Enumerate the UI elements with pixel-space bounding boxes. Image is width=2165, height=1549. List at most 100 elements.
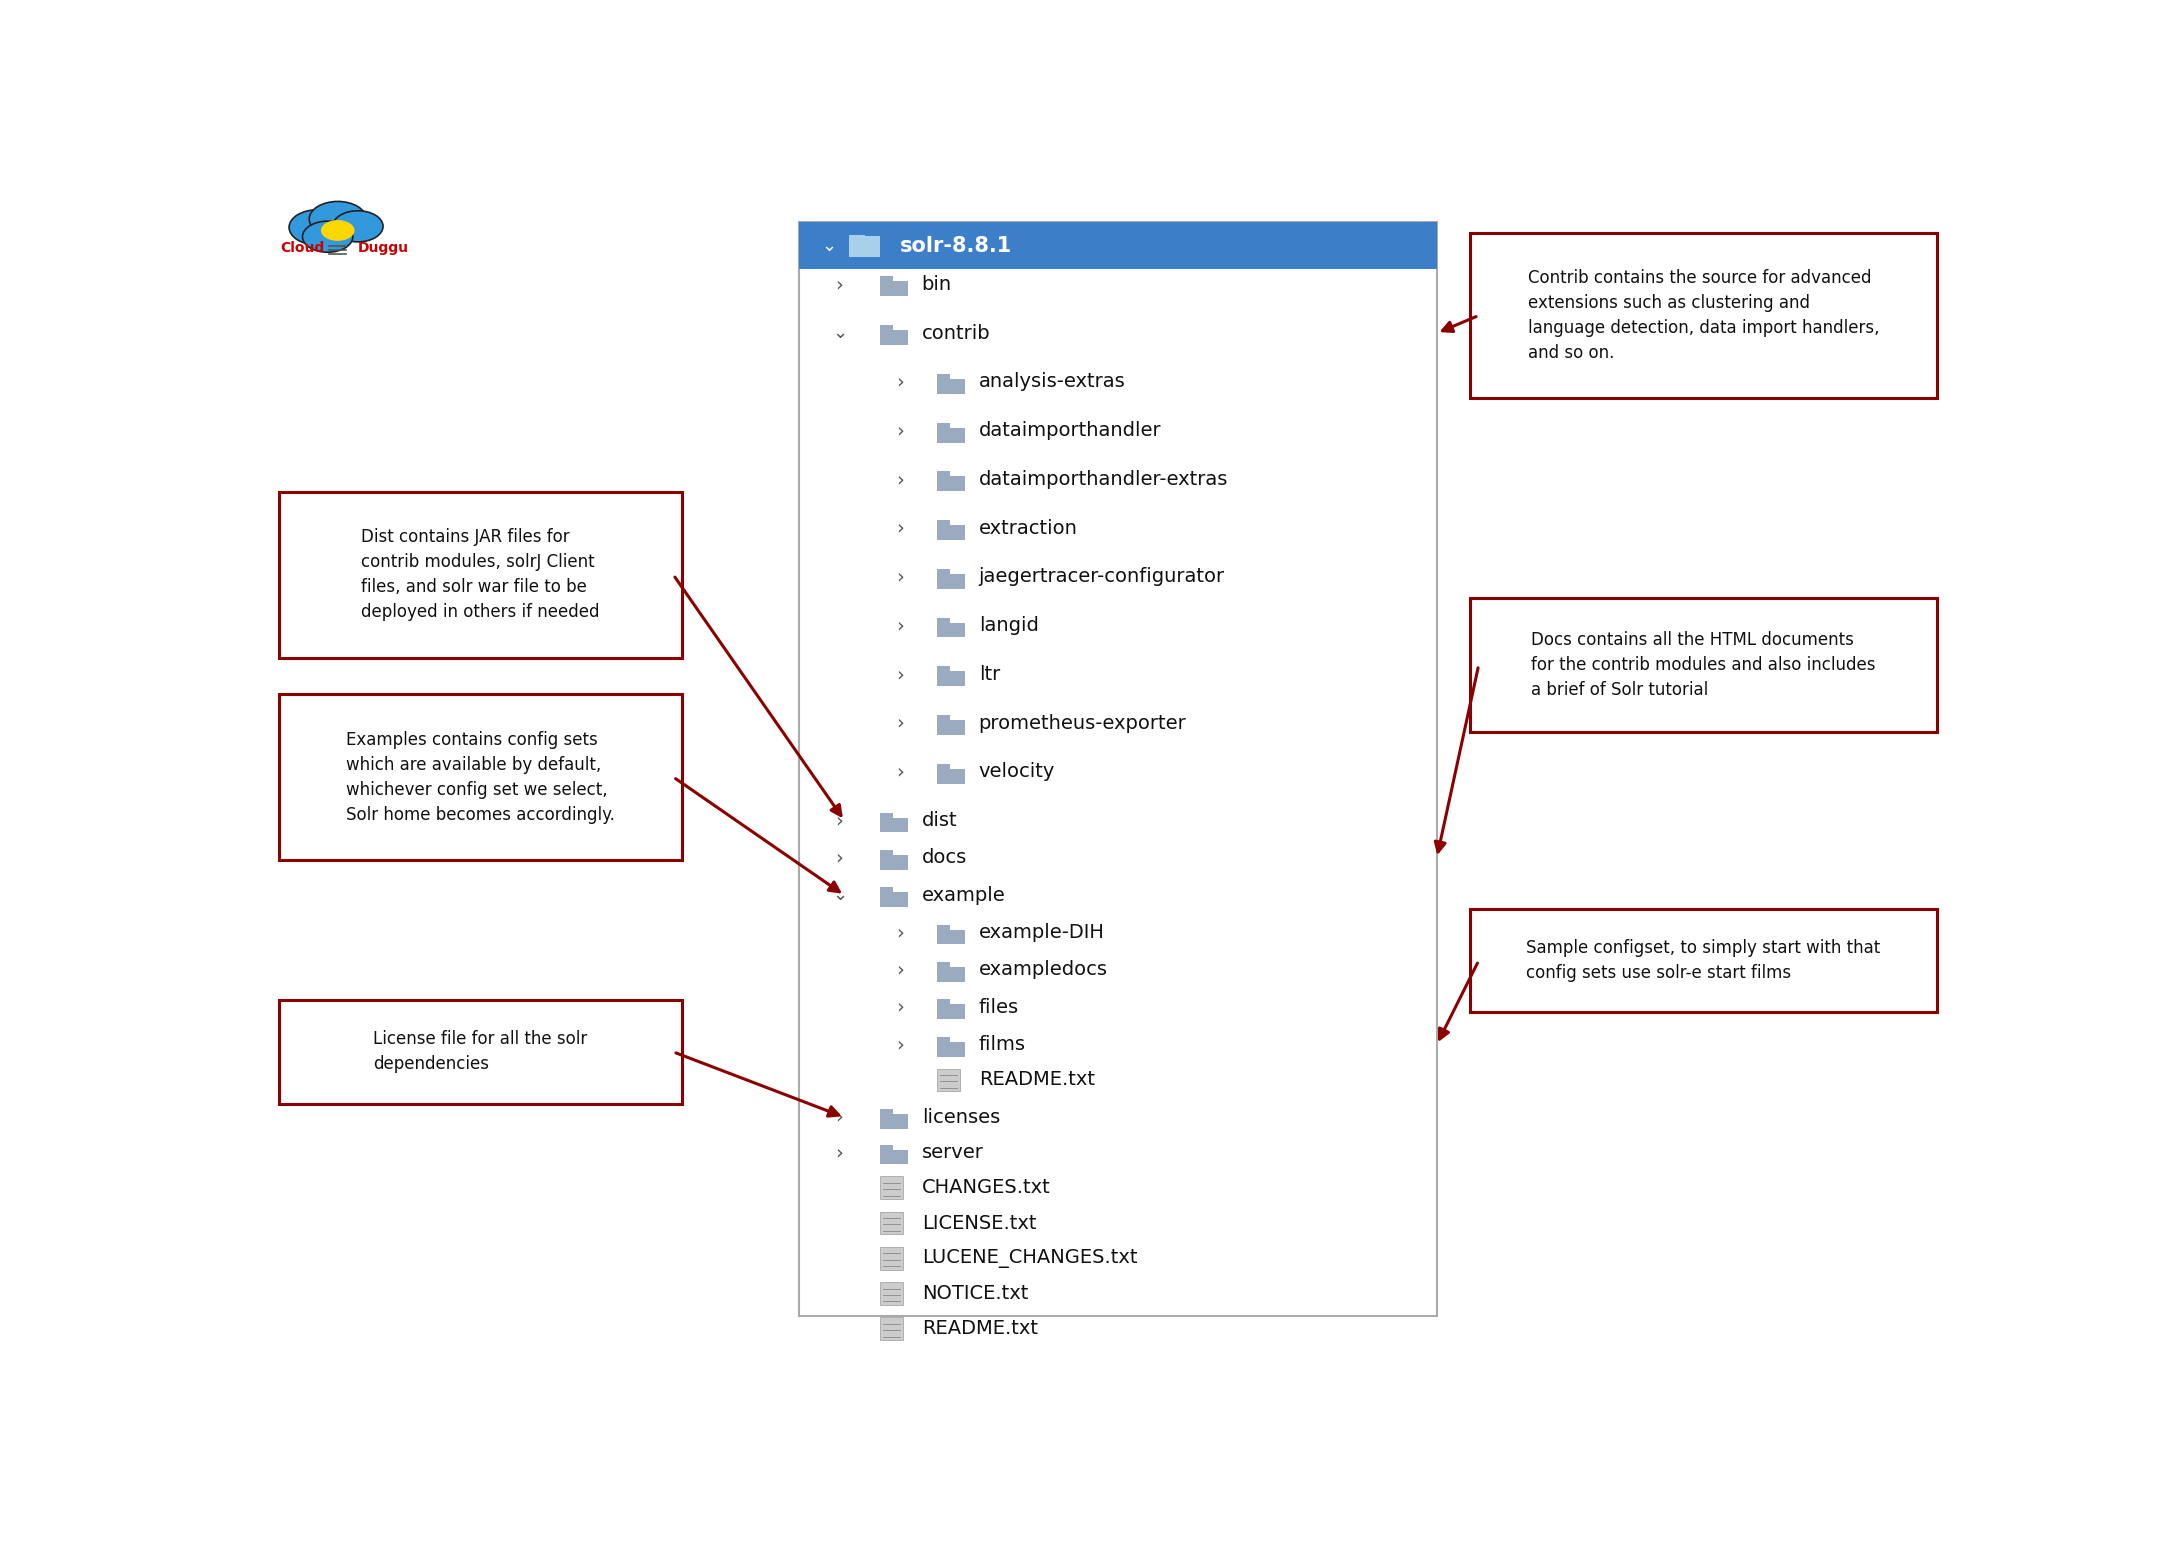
Bar <box>937 925 950 929</box>
Text: contrib: contrib <box>922 324 989 342</box>
Bar <box>937 768 966 784</box>
Bar <box>937 623 966 638</box>
Bar <box>937 929 966 945</box>
FancyBboxPatch shape <box>279 1001 682 1104</box>
Bar <box>937 618 950 623</box>
FancyBboxPatch shape <box>279 694 682 860</box>
Text: ›: › <box>896 960 903 979</box>
Text: jaegertracer-configurator: jaegertracer-configurator <box>979 567 1225 587</box>
Text: dist: dist <box>922 812 957 830</box>
Bar <box>879 1176 903 1199</box>
Text: README.txt: README.txt <box>922 1320 1037 1338</box>
Text: example-DIH: example-DIH <box>979 923 1104 942</box>
Text: ›: › <box>896 714 903 733</box>
Text: ›: › <box>836 274 844 294</box>
Bar <box>799 222 1438 270</box>
Text: dataimporthandler: dataimporthandler <box>979 421 1160 440</box>
Bar <box>937 1004 966 1019</box>
Bar <box>937 1069 961 1092</box>
Bar <box>879 1283 903 1304</box>
Bar <box>937 720 966 734</box>
Bar <box>879 282 909 296</box>
Text: CHANGES.txt: CHANGES.txt <box>922 1179 1050 1197</box>
Text: ⌄: ⌄ <box>831 886 847 905</box>
Text: solr-8.8.1: solr-8.8.1 <box>901 235 1011 256</box>
Bar <box>879 818 909 832</box>
Circle shape <box>320 220 355 240</box>
Text: ›: › <box>896 617 903 635</box>
Text: extraction: extraction <box>979 519 1078 538</box>
Bar <box>937 477 966 491</box>
FancyBboxPatch shape <box>279 493 682 658</box>
Text: ›: › <box>896 998 903 1016</box>
Bar <box>937 764 950 768</box>
Bar <box>937 380 966 393</box>
Circle shape <box>310 201 366 237</box>
Text: dataimporthandler-extras: dataimporthandler-extras <box>979 469 1228 489</box>
Text: Duggu: Duggu <box>357 242 409 256</box>
Text: bin: bin <box>922 274 953 294</box>
Text: Docs contains all the HTML documents
for the contrib modules and also includes
a: Docs contains all the HTML documents for… <box>1531 630 1875 699</box>
Text: ›: › <box>896 665 903 683</box>
Text: License file for all the solr
dependencies: License file for all the solr dependenci… <box>372 1030 587 1073</box>
Bar <box>879 888 894 892</box>
Bar <box>849 235 864 243</box>
Text: files: files <box>979 998 1020 1016</box>
Bar <box>937 671 966 686</box>
Text: ›: › <box>896 923 903 942</box>
Bar <box>879 1145 894 1149</box>
Text: ›: › <box>896 762 903 781</box>
Bar <box>879 1149 909 1165</box>
Text: ›: › <box>896 567 903 587</box>
Text: ›: › <box>896 421 903 440</box>
Text: prometheus-exporter: prometheus-exporter <box>979 714 1186 733</box>
FancyBboxPatch shape <box>1470 909 1938 1013</box>
Text: ›: › <box>896 469 903 489</box>
FancyBboxPatch shape <box>1470 598 1938 733</box>
Text: ⌄: ⌄ <box>831 324 847 342</box>
Text: Cloud: Cloud <box>281 242 325 256</box>
Bar <box>937 716 950 720</box>
Text: server: server <box>922 1143 983 1162</box>
Bar <box>799 222 1438 1317</box>
Bar <box>937 999 950 1004</box>
Text: ltr: ltr <box>979 665 1000 683</box>
Text: ›: › <box>836 812 844 830</box>
Bar <box>937 1041 966 1056</box>
Bar <box>879 855 909 871</box>
Text: velocity: velocity <box>979 762 1054 781</box>
Circle shape <box>303 222 353 252</box>
Circle shape <box>333 211 383 242</box>
Bar <box>937 520 950 525</box>
Bar <box>879 1109 894 1114</box>
Text: ›: › <box>836 849 844 867</box>
Bar <box>937 666 950 671</box>
Text: Contrib contains the source for advanced
extensions such as clustering and
langu: Contrib contains the source for advanced… <box>1528 270 1879 362</box>
Text: docs: docs <box>922 849 968 867</box>
Text: analysis-extras: analysis-extras <box>979 372 1126 392</box>
Bar <box>849 237 879 257</box>
Text: ›: › <box>896 1035 903 1055</box>
Bar <box>879 850 894 855</box>
Text: ›: › <box>896 519 903 538</box>
Bar <box>879 276 894 282</box>
Bar <box>937 568 950 575</box>
Text: langid: langid <box>979 617 1039 635</box>
Text: example: example <box>922 886 1005 905</box>
Bar <box>937 373 950 380</box>
Bar <box>937 967 966 982</box>
Bar <box>879 1247 903 1270</box>
Text: README.txt: README.txt <box>979 1070 1095 1089</box>
Text: Examples contains config sets
which are available by default,
whichever config s: Examples contains config sets which are … <box>346 731 615 824</box>
Bar <box>937 423 950 428</box>
Bar <box>879 1211 903 1235</box>
Text: films: films <box>979 1035 1026 1055</box>
Bar <box>937 575 966 589</box>
Bar <box>879 892 909 908</box>
Text: ⌄: ⌄ <box>823 237 838 254</box>
FancyBboxPatch shape <box>1470 232 1938 398</box>
Bar <box>879 1317 903 1340</box>
Bar <box>937 428 966 443</box>
Text: Sample configset, to simply start with that
config sets use solr-e start films: Sample configset, to simply start with t… <box>1526 939 1881 982</box>
Bar <box>879 330 909 345</box>
